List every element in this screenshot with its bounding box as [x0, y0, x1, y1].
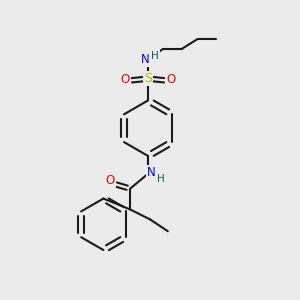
- Text: N: N: [147, 166, 155, 179]
- Text: O: O: [166, 73, 176, 86]
- Text: O: O: [121, 73, 130, 86]
- Text: S: S: [144, 72, 152, 85]
- Text: H: H: [157, 174, 165, 184]
- Text: N: N: [141, 53, 149, 66]
- Text: O: O: [106, 174, 115, 187]
- Text: H: H: [151, 51, 159, 61]
